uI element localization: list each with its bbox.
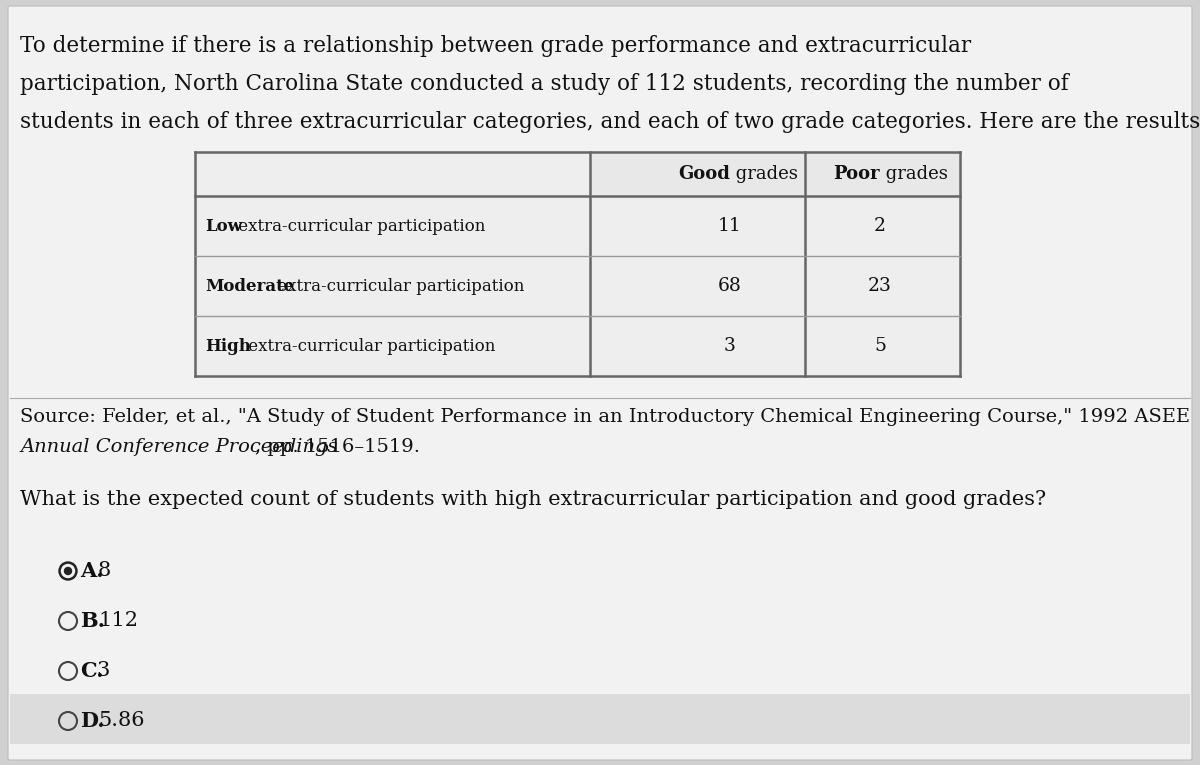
Text: 5: 5: [874, 337, 886, 355]
Text: Source: Felder, et al., "A Study of Student Performance in an Introductory Chemi: Source: Felder, et al., "A Study of Stud…: [20, 408, 1190, 426]
Text: Low: Low: [205, 217, 242, 235]
Text: extra-curricular participation: extra-curricular participation: [242, 337, 496, 354]
Text: participation, North Carolina State conducted a study of 112 students, recording: participation, North Carolina State cond…: [20, 73, 1069, 95]
Text: Poor: Poor: [833, 165, 880, 183]
Text: 11: 11: [718, 217, 742, 235]
Text: What is the expected count of students with high extracurricular participation a: What is the expected count of students w…: [20, 490, 1046, 509]
Text: B.: B.: [80, 611, 106, 631]
Circle shape: [65, 568, 72, 575]
Text: D.: D.: [80, 711, 104, 731]
Text: 68: 68: [718, 277, 742, 295]
Text: 3: 3: [96, 662, 109, 681]
Text: A.: A.: [80, 561, 103, 581]
Text: grades: grades: [880, 165, 948, 183]
Circle shape: [61, 565, 74, 578]
Text: High: High: [205, 337, 251, 354]
Text: 5.86: 5.86: [98, 711, 144, 731]
FancyBboxPatch shape: [8, 6, 1192, 760]
Text: Good: Good: [678, 165, 730, 183]
FancyBboxPatch shape: [194, 152, 960, 376]
Text: students in each of three extracurricular categories, and each of two grade cate: students in each of three extracurricula…: [20, 111, 1200, 133]
Circle shape: [59, 562, 77, 580]
Text: 112: 112: [98, 611, 138, 630]
Text: extra-curricular participation: extra-curricular participation: [233, 217, 485, 235]
Text: Moderate: Moderate: [205, 278, 294, 295]
Text: To determine if there is a relationship between grade performance and extracurri: To determine if there is a relationship …: [20, 35, 971, 57]
FancyBboxPatch shape: [590, 152, 960, 196]
Text: Annual Conference Proceedings: Annual Conference Proceedings: [20, 438, 337, 456]
Text: 2: 2: [874, 217, 886, 235]
Text: 23: 23: [868, 277, 892, 295]
Text: grades: grades: [730, 165, 798, 183]
Text: C.: C.: [80, 661, 103, 681]
Text: 8: 8: [98, 562, 112, 581]
Text: extra-curricular participation: extra-curricular participation: [272, 278, 524, 295]
Text: , pp. 1516–1519.: , pp. 1516–1519.: [254, 438, 420, 456]
Text: 3: 3: [724, 337, 736, 355]
FancyBboxPatch shape: [10, 694, 1190, 744]
